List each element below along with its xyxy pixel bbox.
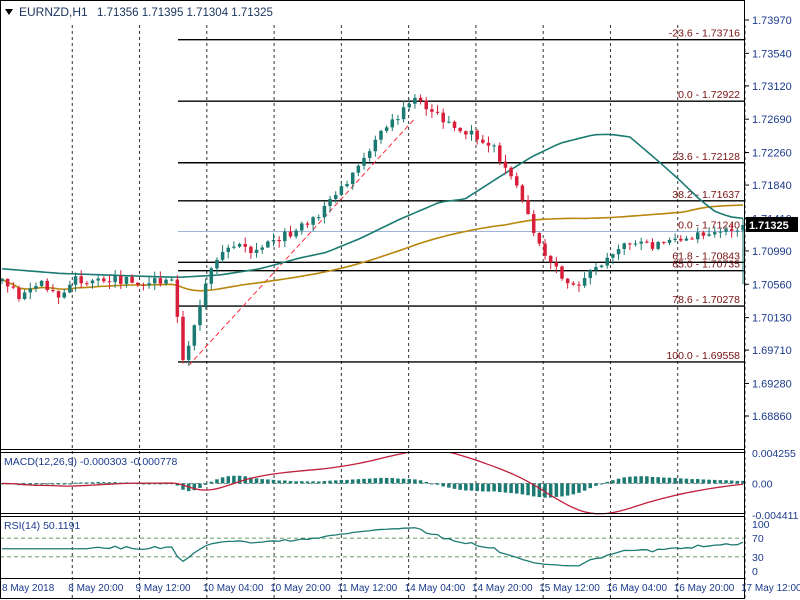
svg-text:1.69710: 1.69710 — [752, 345, 792, 357]
svg-text:8 May 20:00: 8 May 20:00 — [68, 583, 123, 594]
svg-text:16 May 04:00: 16 May 04:00 — [606, 583, 667, 594]
svg-text:-23.6 - 1.73716: -23.6 - 1.73716 — [669, 28, 740, 40]
svg-text:78.6 - 1.70278: 78.6 - 1.70278 — [672, 294, 740, 306]
svg-text:1.73540: 1.73540 — [752, 48, 792, 60]
svg-text:100: 100 — [752, 519, 770, 531]
svg-text:0: 0 — [752, 566, 758, 578]
svg-text:9 May 12:00: 9 May 12:00 — [136, 583, 191, 594]
svg-text:38.2 - 1.71637: 38.2 - 1.71637 — [672, 189, 740, 201]
svg-text:0.0 - 1.72922: 0.0 - 1.72922 — [678, 89, 740, 101]
svg-text:0.004255: 0.004255 — [752, 448, 796, 460]
svg-text:0.00: 0.00 — [752, 478, 773, 490]
svg-text:MACD(12,26,9) -0.000303 -0.000: MACD(12,26,9) -0.000303 -0.000778 — [4, 456, 178, 468]
svg-text:1.73970: 1.73970 — [752, 15, 792, 27]
svg-text:EURNZD,H1: EURNZD,H1 — [19, 5, 88, 19]
svg-text:1.72260: 1.72260 — [752, 148, 792, 160]
svg-text:1.71325: 1.71325 — [749, 220, 789, 232]
svg-text:30: 30 — [752, 552, 764, 564]
svg-text:10 May 04:00: 10 May 04:00 — [203, 583, 264, 594]
svg-text:1.68860: 1.68860 — [752, 411, 792, 423]
svg-text:10 May 20:00: 10 May 20:00 — [270, 583, 331, 594]
svg-text:16 May 20:00: 16 May 20:00 — [674, 583, 735, 594]
svg-text:100.0 - 1.69558: 100.0 - 1.69558 — [666, 350, 740, 362]
svg-text:15 May 12:00: 15 May 12:00 — [539, 583, 600, 594]
svg-text:1.71356 1.71395 1.71304 1.7132: 1.71356 1.71395 1.71304 1.71325 — [97, 7, 273, 19]
svg-text:1.70560: 1.70560 — [752, 279, 792, 291]
svg-text:65.0 - 1.70735: 65.0 - 1.70735 — [672, 259, 740, 271]
svg-text:70: 70 — [752, 533, 764, 545]
svg-text:11 May 12:00: 11 May 12:00 — [337, 583, 397, 594]
svg-text:1.70990: 1.70990 — [752, 246, 792, 258]
svg-text:1.71840: 1.71840 — [752, 180, 792, 192]
svg-text:RSI(14) 50.1191: RSI(14) 50.1191 — [4, 520, 80, 532]
svg-text:1.72690: 1.72690 — [752, 114, 792, 126]
svg-text:8 May 2018: 8 May 2018 — [2, 583, 55, 594]
svg-text:17 May 12:00: 17 May 12:00 — [741, 583, 800, 594]
svg-text:1.69280: 1.69280 — [752, 378, 792, 390]
svg-text:14 May 20:00: 14 May 20:00 — [472, 583, 533, 594]
svg-text:1.70130: 1.70130 — [752, 313, 792, 325]
svg-text:1.73120: 1.73120 — [752, 81, 792, 93]
svg-text:23.6 - 1.72128: 23.6 - 1.72128 — [672, 151, 740, 163]
svg-text:14 May 04:00: 14 May 04:00 — [405, 583, 466, 594]
